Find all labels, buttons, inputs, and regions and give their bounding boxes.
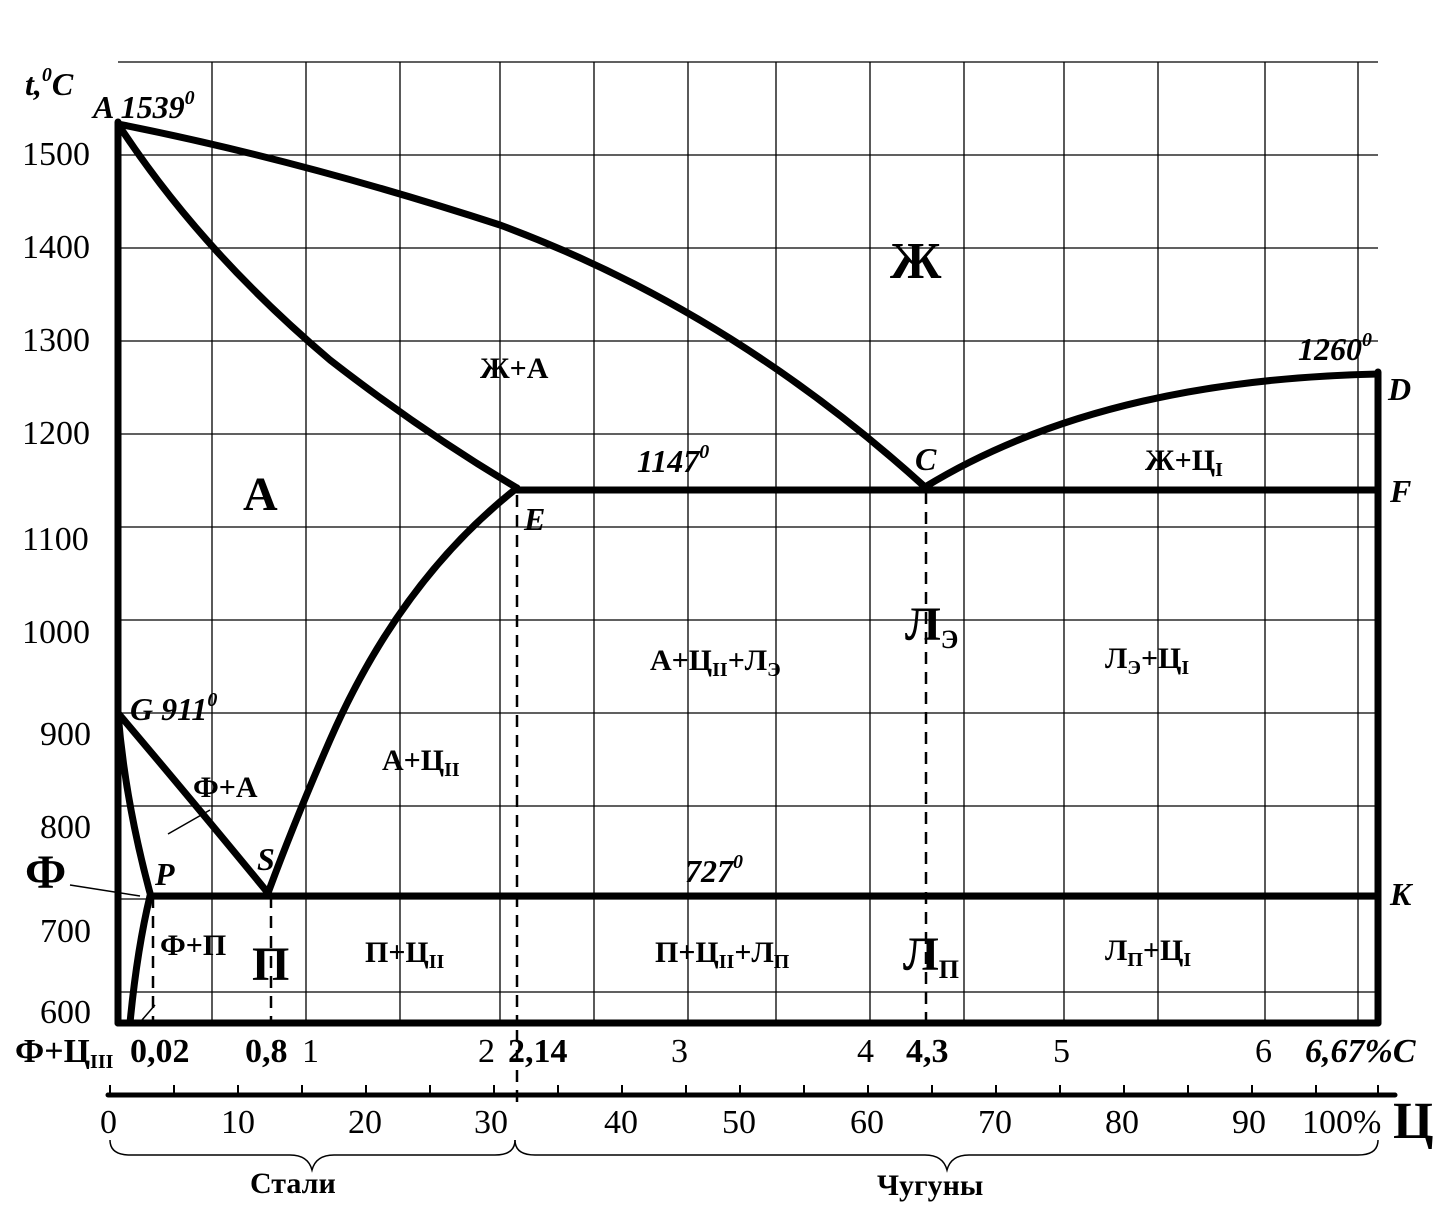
x-tick-label: 3 xyxy=(671,1033,688,1070)
cem-tick-label: 50 xyxy=(722,1104,756,1141)
brace-steels xyxy=(109,1139,516,1173)
cem-tick-label: 90 xyxy=(1232,1104,1266,1141)
solidus-AE xyxy=(114,120,521,492)
region-ferr-pearl: Ф+П xyxy=(160,929,226,962)
brace-cast-irons xyxy=(514,1139,1379,1173)
leader-ferr-cem3 xyxy=(141,1004,156,1021)
x-special-label: 4,3 xyxy=(906,1033,949,1070)
region-liquid: Ж xyxy=(890,233,942,290)
bottom-left-label: Ф+ЦIII xyxy=(15,1033,114,1073)
x-special-label: 6,67%C xyxy=(1305,1033,1416,1070)
cem-tick-label: 40 xyxy=(604,1104,638,1141)
cem-tick-label: 0 xyxy=(100,1104,117,1141)
region-lp-cem: ЛП+ЦI xyxy=(1105,934,1191,971)
x-tick-label: 4 xyxy=(857,1033,874,1070)
cem-tick-label: 30 xyxy=(474,1104,508,1141)
region-ferr-aus: Ф+А xyxy=(193,771,258,804)
region-led-cem: ЛЭ+ЦI xyxy=(1105,642,1189,679)
cementite-symbol: Ц xyxy=(1393,1093,1433,1150)
x-tick-label: 2 xyxy=(478,1033,495,1070)
region-ferrite: Ф xyxy=(25,846,66,899)
eutectoid-temp-label: 7270 xyxy=(685,851,743,889)
region-liq-aus: Ж+А xyxy=(480,352,549,385)
point-A-label: A 15390 xyxy=(91,87,195,125)
y-tick-label: 700 xyxy=(40,913,91,950)
point-C-label: C xyxy=(915,441,937,477)
point-D-temp: 12600 xyxy=(1298,329,1372,367)
leader-lines xyxy=(69,809,211,1021)
region-aus-cem-led: А+ЦII+ЛЭ xyxy=(650,644,781,681)
cem-tick-label: 10 xyxy=(221,1104,255,1141)
x-tick-labels-carbon: Ф+ЦIII 1 2 3 4 5 6 0,02 0,8 2,14 4,3 6,6… xyxy=(15,1033,1416,1073)
y-axis-title: t,0C xyxy=(25,64,74,102)
region-austenite: А xyxy=(243,468,278,521)
solvus-PQ xyxy=(126,892,154,1027)
region-liq-cem: Ж+ЦI xyxy=(1145,444,1223,481)
y-tick-label: 600 xyxy=(40,994,91,1031)
grid xyxy=(118,61,1378,1023)
point-labels: A 15390 G 9110 E C D F K P S 12600 11470… xyxy=(91,87,1414,912)
brace-label-steels: Стали xyxy=(250,1167,336,1200)
x-special-label: 2,14 xyxy=(508,1033,568,1070)
region-pearlite: П xyxy=(252,938,289,991)
dashed-lines xyxy=(151,492,928,1110)
y-tick-label: 900 xyxy=(40,716,91,753)
eutectic-temp-label: 11470 xyxy=(637,441,709,479)
x-tick-label: 5 xyxy=(1053,1033,1070,1070)
brace-label-cast-irons: Чугуны xyxy=(877,1169,983,1202)
y-tick-label: 1400 xyxy=(22,229,90,266)
region-labels: Ж А Ж+А Ж+ЦI ЛЭ А+ЦII+ЛЭ ЛЭ+ЦI А+ЦII Ф+А… xyxy=(25,233,1223,991)
y-tick-label: 800 xyxy=(40,809,91,846)
point-F-label: F xyxy=(1389,473,1411,509)
region-ledeburite-p: ЛП xyxy=(903,928,959,984)
point-G-label: G 9110 xyxy=(130,689,217,727)
line-GP xyxy=(114,709,154,897)
leader-ferr-aus xyxy=(167,809,211,835)
y-tick-label: 1500 xyxy=(22,136,90,173)
cem-tick-label: 20 xyxy=(348,1104,382,1141)
point-D-label: D xyxy=(1387,371,1411,407)
cem-tick-label: 70 xyxy=(978,1104,1012,1141)
phase-lines xyxy=(114,118,1382,1027)
point-P-label: P xyxy=(154,856,175,892)
point-E-label: E xyxy=(523,501,545,537)
cem-tick-label: 60 xyxy=(850,1104,884,1141)
cem-tick-label: 80 xyxy=(1105,1104,1139,1141)
y-tick-label: 1000 xyxy=(22,614,90,651)
acm-line-ES xyxy=(264,484,521,897)
liquidus-AC xyxy=(114,120,929,491)
y-tick-label: 1300 xyxy=(22,322,90,359)
y-tick-label: 1100 xyxy=(22,521,89,558)
y-tick-labels: 1500 1400 1300 1200 1100 1000 900 800 70… xyxy=(22,136,91,1031)
liquidus-CD xyxy=(921,370,1382,491)
x-special-label: 0,8 xyxy=(245,1033,288,1070)
region-aus-cem: А+ЦII xyxy=(382,744,460,781)
region-pearl-cem: П+ЦII xyxy=(365,936,445,973)
point-S-label: S xyxy=(257,841,275,877)
cementite-scale: 0 10 20 30 40 50 60 70 80 90 100% Ц xyxy=(100,1085,1433,1150)
region-pearl-cem-led: П+ЦII+ЛП xyxy=(655,936,790,973)
x-tick-label: 6 xyxy=(1255,1033,1272,1070)
cem-tick-label: 100% xyxy=(1302,1104,1381,1141)
leader-ferrite xyxy=(69,884,141,897)
x-special-label: 0,02 xyxy=(130,1033,190,1070)
a3-line-GS xyxy=(114,709,272,897)
point-K-label: K xyxy=(1389,876,1414,912)
region-ledeburite-e: ЛЭ xyxy=(905,598,958,654)
braces: Стали Чугуны xyxy=(109,1139,1379,1202)
y-tick-label: 1200 xyxy=(22,415,90,452)
x-tick-label: 1 xyxy=(302,1033,319,1070)
